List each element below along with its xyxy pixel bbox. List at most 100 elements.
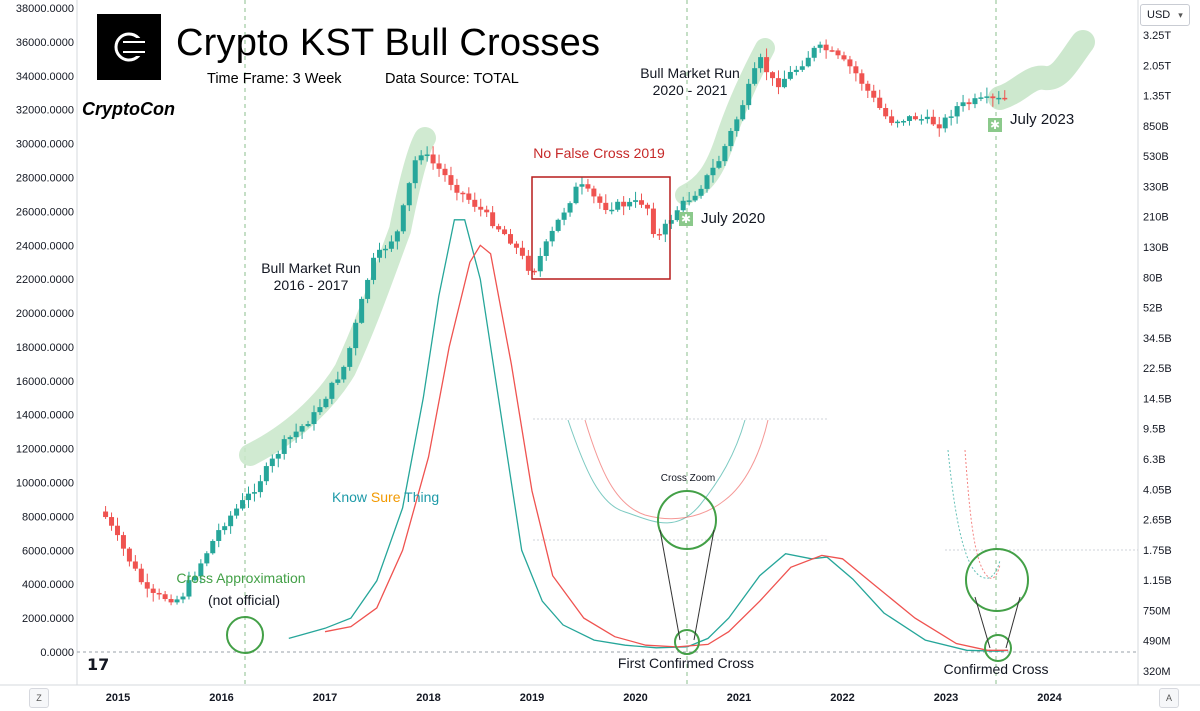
candle-body [371, 257, 377, 280]
candle-body [728, 130, 734, 147]
candle-body [835, 50, 841, 56]
candle-body [901, 121, 907, 123]
right-tick-label: 130B [1143, 242, 1169, 254]
candle-body [228, 515, 234, 527]
candle-body [162, 594, 168, 600]
right-tick-label: 9.5B [1143, 424, 1166, 436]
candle-body [740, 105, 746, 120]
currency-selector[interactable]: USD ▾ [1140, 4, 1190, 26]
left-tick-label: 24000.0000 [16, 240, 74, 252]
candle-body [573, 186, 579, 204]
candle-body [787, 71, 793, 79]
candle-body [621, 201, 627, 207]
candle-body [668, 220, 674, 224]
candle-body [120, 535, 126, 549]
candle-body [210, 540, 216, 554]
candle-body [930, 116, 936, 125]
candle-body [799, 66, 805, 70]
chart-title: Crypto KST Bull Crosses [176, 22, 601, 64]
candle-body [537, 255, 543, 272]
left-tick-label: 4000.0000 [22, 579, 74, 591]
candle-body [734, 119, 740, 131]
candle-body [942, 117, 948, 129]
candle-body [984, 96, 990, 98]
cross-zoom-label: Cross Zoom [661, 473, 715, 484]
zone-button[interactable]: Z [29, 688, 49, 708]
left-tick-label: 30000.0000 [16, 139, 74, 151]
candle-body [466, 193, 472, 200]
candle-body [877, 97, 883, 109]
candle-body [871, 90, 877, 98]
candle-body [674, 210, 680, 221]
candle-body [633, 200, 639, 202]
tradingview-logo-icon: 17 [87, 655, 110, 674]
candle-body [525, 255, 531, 271]
auto-scale-button[interactable]: A [1159, 688, 1179, 708]
left-tick-label: 34000.0000 [16, 71, 74, 83]
projection-highlight [988, 30, 1095, 110]
candle-body [847, 59, 853, 67]
candle-body [496, 226, 502, 230]
candle-body [770, 72, 776, 79]
candle-body [579, 184, 585, 187]
candle-body [829, 50, 835, 52]
candle-body [222, 526, 228, 531]
candle-body [341, 366, 347, 380]
year-tick-label: 2021 [727, 692, 751, 704]
data-source-label: Data Source: TOTAL [385, 71, 519, 87]
july-2020-marker-icon: ✱ [679, 212, 693, 226]
zoom-connector-right [693, 529, 715, 641]
candle-body [912, 116, 918, 120]
left-tick-label: 18000.0000 [16, 342, 74, 354]
zoom-signal-2023 [964, 449, 1001, 579]
candle-body [906, 116, 912, 122]
kst-line [288, 219, 1009, 652]
candle-body [555, 219, 561, 231]
candle-body [644, 204, 650, 209]
candlestick-series [103, 39, 1008, 606]
candle-body [793, 69, 799, 72]
candle-body [781, 78, 787, 88]
right-tick-label: 1.35T [1143, 91, 1171, 103]
candle-body [388, 241, 394, 249]
candle-body [775, 78, 781, 88]
candle-body [853, 66, 859, 74]
candle-body [418, 155, 424, 161]
candle-body [936, 124, 942, 129]
cryptocon-logo [97, 14, 161, 80]
first-cross-circle [674, 629, 700, 655]
candle-body [639, 200, 645, 205]
candle-body [454, 184, 460, 193]
candle-body [1002, 97, 1008, 100]
candle-body [650, 208, 656, 235]
candle-body [353, 322, 359, 349]
candle-body [656, 234, 662, 236]
svg-text:✱: ✱ [990, 118, 1000, 132]
right-tick-label: 320M [1143, 666, 1171, 678]
candle-body [764, 57, 770, 73]
time-axis: 2015 2016 2017 2018 2019 2020 2021 2022 2023 2024 [106, 692, 1063, 704]
candle-body [263, 466, 269, 482]
candle-body [311, 412, 317, 425]
candle-body [817, 44, 823, 48]
candle-body [365, 279, 371, 299]
candle-body [245, 493, 251, 501]
zoom-signal-2020 [584, 419, 769, 520]
signal-line [324, 244, 1009, 651]
cross-zoom-circle-2020 [657, 490, 717, 550]
right-tick-label: 3.25T [1143, 30, 1171, 42]
candle-body [114, 525, 120, 536]
candle-body [335, 379, 341, 383]
candle-body [752, 68, 758, 84]
candle-body [103, 511, 109, 518]
candle-body [948, 116, 954, 118]
july-2023-marker-icon: ✱ [988, 118, 1002, 132]
chevron-down-icon: ▾ [1178, 9, 1183, 20]
candle-body [698, 188, 704, 196]
candle-body [704, 175, 710, 189]
candle-body [174, 599, 180, 603]
candle-body [240, 500, 246, 509]
year-tick-label: 2015 [106, 692, 130, 704]
right-tick-label: 1.15B [1143, 575, 1172, 587]
